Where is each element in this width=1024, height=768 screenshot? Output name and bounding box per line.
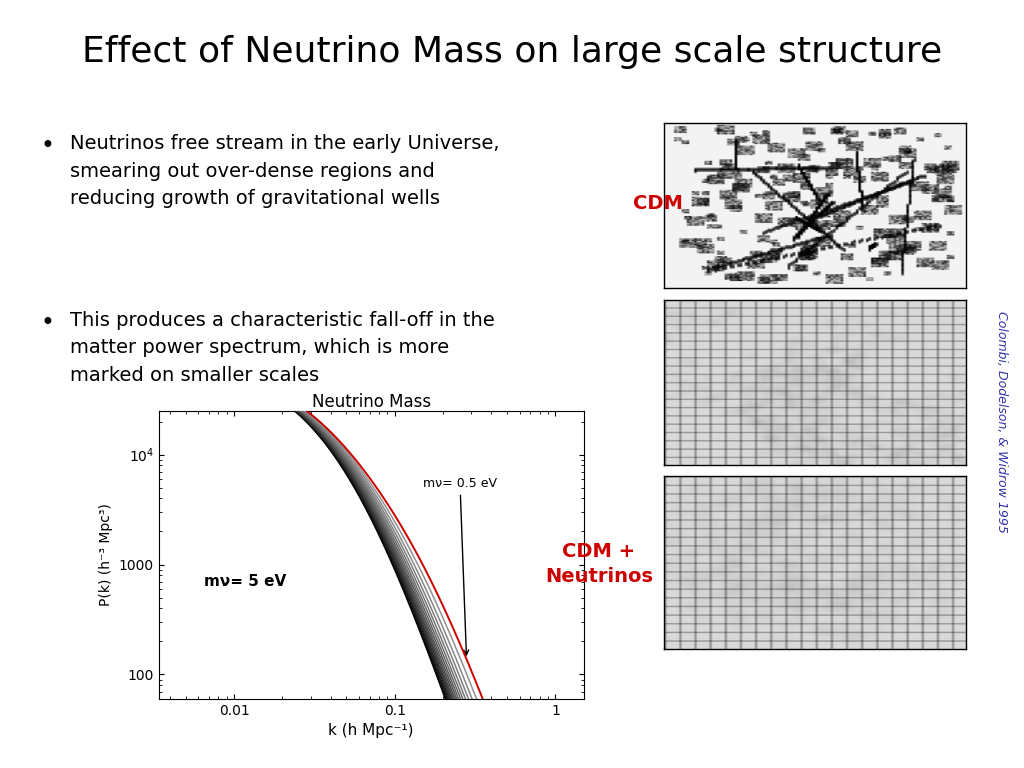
Text: •: • (41, 134, 55, 158)
Title: Neutrino Mass: Neutrino Mass (311, 392, 431, 411)
Text: Neutrinos free stream in the early Universe,
smearing out over-dense regions and: Neutrinos free stream in the early Unive… (70, 134, 499, 208)
Text: Effect of Neutrino Mass on large scale structure: Effect of Neutrino Mass on large scale s… (82, 35, 942, 68)
Text: This produces a characteristic fall-off in the
matter power spectrum, which is m: This produces a characteristic fall-off … (70, 311, 495, 385)
Y-axis label: P(k) (h⁻³ Mpc³): P(k) (h⁻³ Mpc³) (99, 504, 114, 606)
Text: CDM: CDM (633, 194, 683, 213)
Text: mν= 0.5 eV: mν= 0.5 eV (423, 477, 497, 655)
Text: •: • (41, 311, 55, 335)
X-axis label: k (h Mpc⁻¹): k (h Mpc⁻¹) (329, 723, 414, 738)
Text: Colombi, Dodelson, & Widrow 1995: Colombi, Dodelson, & Widrow 1995 (995, 312, 1008, 533)
Text: CDM +
Neutrinos: CDM + Neutrinos (545, 542, 653, 587)
Text: mν= 5 eV: mν= 5 eV (204, 574, 286, 589)
